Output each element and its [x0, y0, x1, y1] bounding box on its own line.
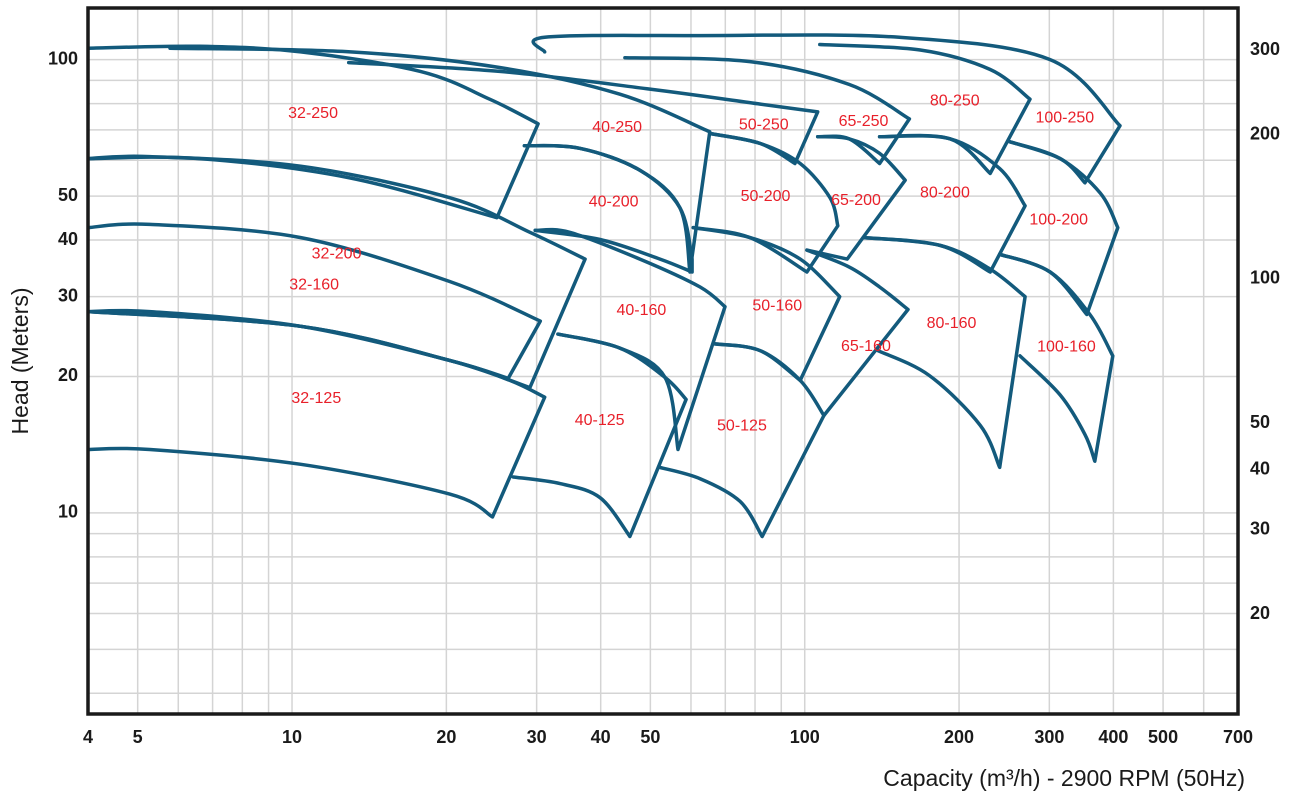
- pump-label: 65-250: [839, 113, 889, 130]
- y2-tick-label: 300: [1250, 39, 1280, 59]
- pump-label: 80-250: [930, 93, 980, 110]
- plot-frame: [86, 6, 1240, 716]
- pump-label: 40-200: [589, 194, 639, 211]
- pump-label: 32-160: [289, 277, 339, 294]
- x-tick-label: 300: [1034, 727, 1064, 747]
- x-tick-label: 50: [640, 727, 660, 747]
- x-tick-label: 40: [591, 727, 611, 747]
- pump-label: 32-250: [288, 105, 338, 122]
- pump-curve: [805, 248, 910, 418]
- y2-tick-label: 100: [1250, 268, 1280, 288]
- pump-curve: [533, 227, 727, 452]
- pump-curve: [511, 332, 688, 539]
- pump-label: 32-200: [312, 245, 362, 262]
- pump-label: 40-125: [575, 412, 625, 429]
- pump-label: 50-250: [739, 116, 789, 133]
- y-tick-label: 10: [58, 502, 78, 522]
- pump-curve: [88, 308, 547, 519]
- pump-label: 50-160: [752, 298, 802, 315]
- x-tick-label: 100: [790, 727, 820, 747]
- y2-tick-label: 200: [1250, 123, 1280, 143]
- pump-curve: [658, 342, 826, 539]
- pump-label: 80-200: [920, 184, 970, 201]
- pump-curve: [818, 42, 1032, 176]
- pump-curve: [863, 235, 1027, 470]
- y-tick-label: 50: [58, 185, 78, 205]
- y-tick-label: 40: [58, 229, 78, 249]
- x-tick-label: 10: [282, 727, 302, 747]
- y-axis-title: Head (Meters): [7, 288, 33, 435]
- pump-label: 50-200: [741, 188, 791, 205]
- pump-curve: [88, 44, 540, 220]
- y2-tick-label: 30: [1250, 519, 1270, 539]
- y2-tick-label: 50: [1250, 412, 1270, 432]
- x-tick-label: 4: [83, 727, 93, 747]
- x-tick-label: 20: [436, 727, 456, 747]
- pump-label: 50-125: [717, 417, 767, 434]
- x-tick-label: 500: [1148, 727, 1178, 747]
- x-tick-label: 200: [944, 727, 974, 747]
- x-tick-label: 30: [527, 727, 547, 747]
- pump-curve: [531, 33, 1122, 185]
- x-tick-label: 5: [133, 727, 143, 747]
- curve-labels: 32-250 32-200 32-160 32-125 40-250 40-200 40-1…: [288, 93, 1096, 435]
- pump-label: 100-160: [1037, 338, 1096, 355]
- pump-label: 40-250: [592, 119, 642, 136]
- y2-tick-label: 20: [1250, 603, 1270, 623]
- pump-label: 80-160: [927, 315, 977, 332]
- pump-curve: [997, 252, 1115, 463]
- x-tick-label: 700: [1223, 727, 1253, 747]
- pump-curve: [522, 143, 694, 274]
- pump-curve: [805, 134, 907, 261]
- x-axis-title: Capacity (m³/h) - 2900 RPM (50Hz): [883, 765, 1245, 791]
- y-tick-label: 100: [48, 48, 78, 68]
- pump-label: 65-200: [831, 192, 881, 209]
- y2-tick-label: 40: [1250, 459, 1270, 479]
- pump-label: 40-160: [617, 302, 667, 319]
- y-tick-label: 30: [58, 285, 78, 305]
- axes: 4 5 10 20 30 40 50 100 200 300 400 500 700 10 20 30 40 50…: [48, 39, 1280, 747]
- x-tick-label: 400: [1098, 727, 1128, 747]
- curves: [88, 33, 1122, 539]
- pump-label: 65-160: [841, 338, 891, 355]
- pump-label: 100-200: [1029, 211, 1088, 228]
- pump-label: 100-250: [1035, 110, 1094, 127]
- pump-label: 32-125: [291, 390, 341, 407]
- y-tick-label: 20: [58, 365, 78, 385]
